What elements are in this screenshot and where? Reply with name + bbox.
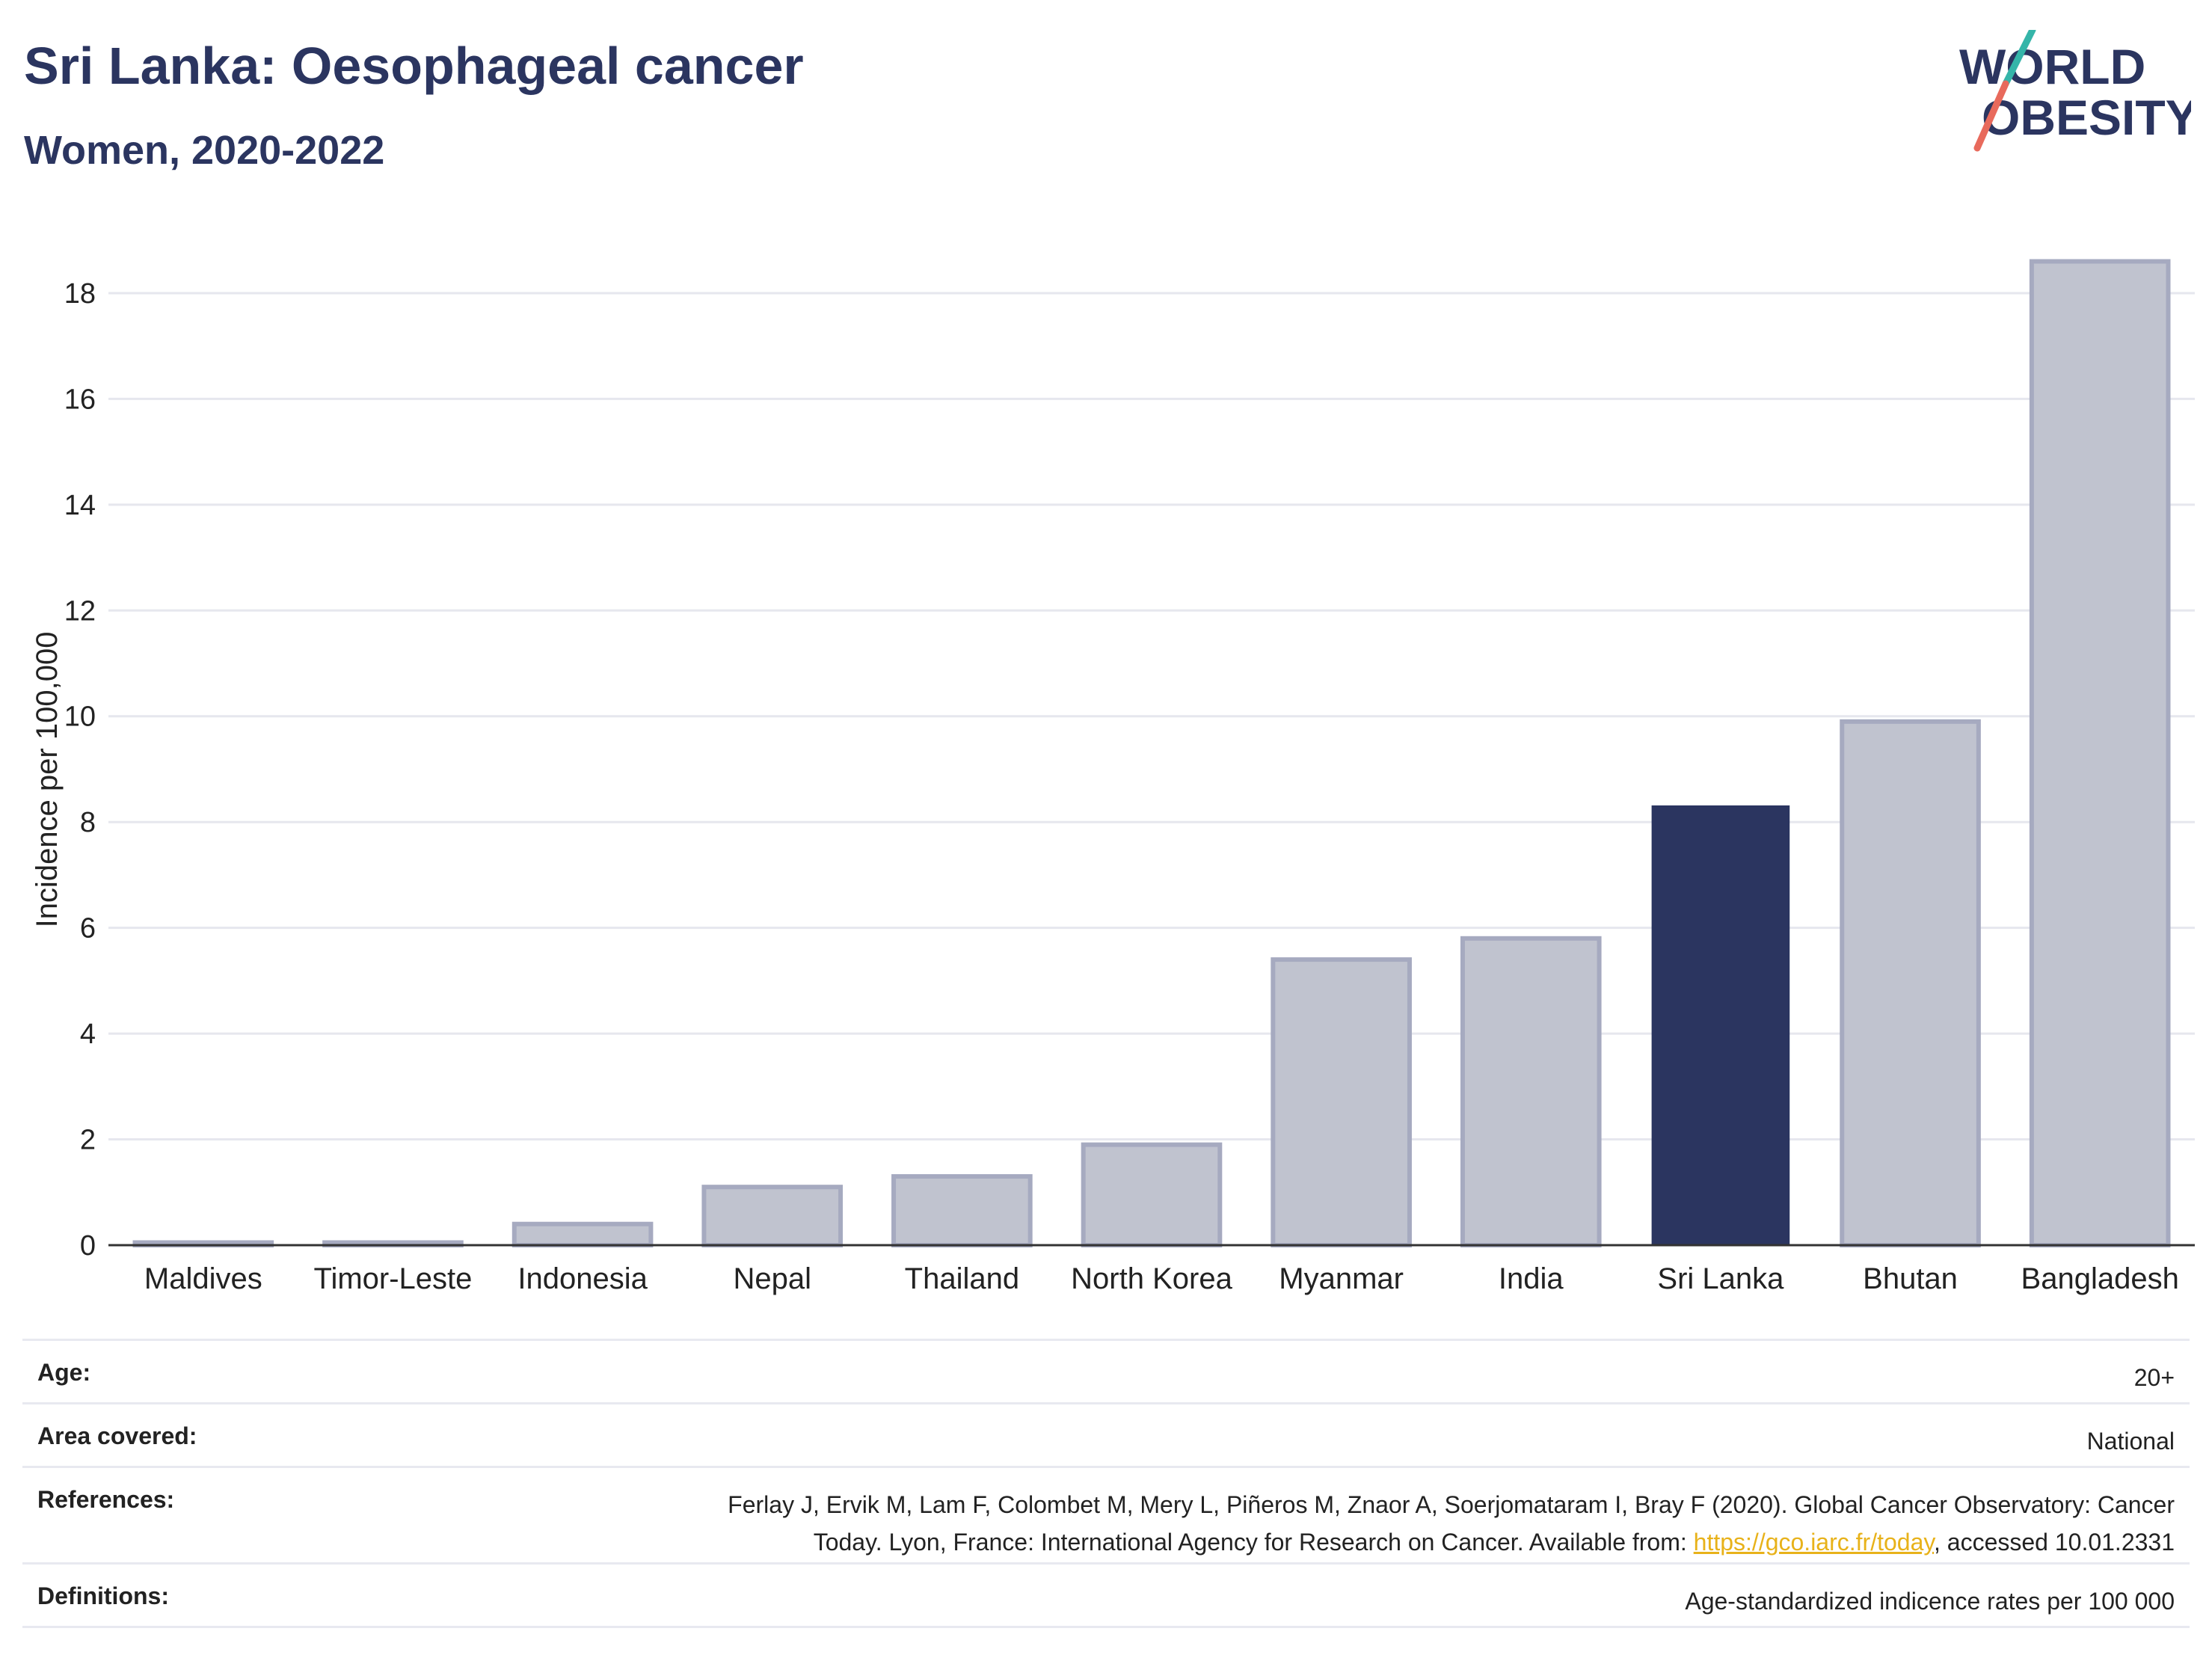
meta-row-definitions: Definitions: Age-standardized indicence … [22, 1562, 2190, 1628]
references-link[interactable]: https://gco.iarc.fr/today [1693, 1529, 1934, 1556]
x-tick-label: Maldives [144, 1262, 262, 1295]
y-tick-label: 4 [80, 1019, 96, 1050]
bars [132, 259, 2171, 1248]
y-tick-label: 18 [64, 278, 96, 310]
x-tick-label: Myanmar [1279, 1262, 1404, 1295]
bar-india [1460, 936, 1602, 1247]
y-axis-label: Incidence per 100,000 [31, 632, 64, 928]
y-tick-label: 2 [80, 1125, 96, 1156]
references-line1: Ferlay J, Ervik M, Lam F, Colombet M, Me… [728, 1491, 2175, 1518]
x-tick-label: Nepal [733, 1262, 811, 1295]
chart-subtitle: Women, 2020-2022 [24, 128, 385, 173]
y-tick-label: 14 [64, 490, 96, 521]
references-line2-before: Today. Lyon, France: International Agenc… [813, 1529, 1694, 1556]
x-tick-label: Bhutan [1863, 1262, 1958, 1295]
meta-row-references: References: Ferlay J, Ervik M, Lam F, Co… [22, 1466, 2190, 1562]
world-obesity-logo: WORLD OBESITY [1959, 30, 2191, 152]
x-tick-label: Bangladesh [2021, 1262, 2179, 1295]
bar-sri-lanka [1651, 805, 1790, 1246]
bar-indonesia [511, 1221, 654, 1247]
x-tick-label: Indonesia [517, 1262, 648, 1295]
definitions-value: Age-standardized indicence rates per 100… [1685, 1588, 2175, 1615]
bar-nepal [701, 1185, 844, 1247]
metadata-table: Age: 20+ Area covered: National Referenc… [22, 1339, 2190, 1628]
bar-north-korea [1081, 1142, 1223, 1247]
x-tick-label: North Korea [1071, 1262, 1232, 1295]
bar-bhutan [1840, 719, 1981, 1247]
definitions-label: Definitions: [37, 1582, 169, 1609]
bar-myanmar [1271, 957, 1412, 1247]
y-tick-label: 16 [64, 384, 96, 415]
y-tick-label: 6 [80, 913, 96, 945]
y-tick-labels: 0 2 4 6 8 10 12 14 16 18 [64, 278, 96, 1262]
bar-thailand [891, 1174, 1033, 1248]
references-line2-after: , accessed 10.01.2331 [1933, 1529, 2175, 1556]
y-tick-label: 0 [80, 1230, 96, 1262]
area-value: National [2086, 1428, 2175, 1455]
x-tick-labels: Maldives Timor-Leste Indonesia Nepal Thailan… [144, 1262, 2179, 1295]
chart-title: Sri Lanka: Oesophageal cancer [24, 37, 804, 95]
bar-chart: 0 2 4 6 8 10 12 14 16 18 Maldives Timor-Leste Indon… [31, 259, 2195, 1295]
y-tick-label: 8 [80, 807, 96, 838]
svg-text:WORLD: WORLD [1959, 39, 2145, 94]
x-tick-label: Timor-Leste [314, 1262, 473, 1295]
svg-text:OBESITY: OBESITY [1982, 90, 2191, 145]
y-tick-label: 12 [64, 595, 96, 627]
age-value: 20+ [2133, 1364, 2175, 1391]
bar-bangladesh [2029, 259, 2171, 1247]
area-label: Area covered: [37, 1422, 197, 1449]
references-label: References: [37, 1486, 175, 1513]
y-tick-label: 10 [64, 701, 96, 733]
x-tick-label: India [1499, 1262, 1564, 1295]
references-value: Ferlay J, Ervik M, Lam F, Colombet M, Me… [728, 1486, 2175, 1561]
age-label: Age: [37, 1359, 91, 1386]
meta-row-area: Area covered: National [22, 1402, 2190, 1466]
x-tick-label: Sri Lanka [1657, 1262, 1784, 1295]
x-tick-label: Thailand [905, 1262, 1019, 1295]
meta-row-age: Age: 20+ [22, 1339, 2190, 1402]
